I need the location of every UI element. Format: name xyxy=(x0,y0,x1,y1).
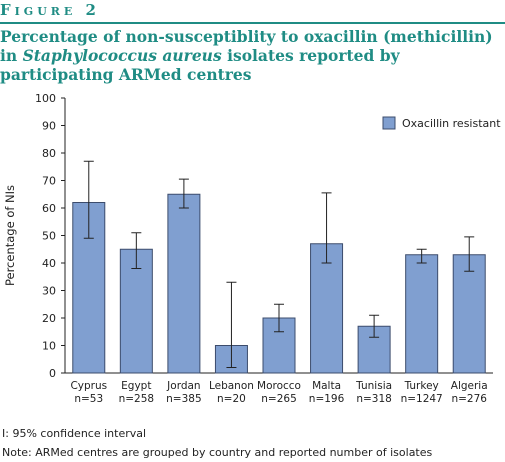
x-tick-label: Algeria xyxy=(451,380,488,392)
x-count-label: n=258 xyxy=(119,393,155,405)
x-tick-label: Egypt xyxy=(121,380,151,392)
x-count-label: n=276 xyxy=(451,393,487,405)
y-axis-title: Percentage of NIs xyxy=(3,185,17,286)
bar-turkey xyxy=(405,254,439,374)
x-count-label: n=385 xyxy=(166,393,202,405)
x-tick-label: Turkey xyxy=(404,380,439,392)
y-tick-label: 50 xyxy=(42,230,56,243)
y-tick-label: 80 xyxy=(42,147,56,160)
x-tick-label: Morocco xyxy=(257,380,301,392)
y-tick-label: 40 xyxy=(42,257,56,270)
x-count-label: n=20 xyxy=(217,393,246,405)
x-tick-label: Tunisia xyxy=(355,380,392,392)
bar-malta xyxy=(310,243,344,374)
figure-label: Figure 2 xyxy=(0,1,100,19)
title-part2: isolates reported by participating ARMed… xyxy=(0,46,400,84)
y-tick-label: 30 xyxy=(42,285,56,298)
x-count-label: n=318 xyxy=(356,393,392,405)
y-tick-label: 70 xyxy=(42,175,56,188)
title-species: Staphylococcus aureus xyxy=(22,46,222,65)
x-tick-label: Jordan xyxy=(166,380,200,392)
bar-jordan xyxy=(167,193,201,374)
legend-label: Oxacillin resistant xyxy=(402,117,501,130)
grouping-note: Note: ARMed centres are grouped by count… xyxy=(2,446,433,459)
y-tick-label: 0 xyxy=(49,367,56,380)
x-tick-label: Malta xyxy=(312,380,341,392)
x-count-label: n=1247 xyxy=(401,393,443,405)
x-count-label: n=53 xyxy=(74,393,103,405)
title-part1: Percentage of non-susceptiblity to oxaci… xyxy=(0,27,493,65)
bar-egypt xyxy=(119,248,153,374)
y-tick-label: 100 xyxy=(35,92,56,105)
x-count-label: n=196 xyxy=(309,393,345,405)
y-tick-label: 10 xyxy=(42,340,56,353)
y-tick-label: 90 xyxy=(42,120,56,133)
y-tick-label: 20 xyxy=(42,312,56,325)
legend-swatch xyxy=(382,116,396,130)
y-tick-label: 60 xyxy=(42,202,56,215)
chart-title: Percentage of non-susceptiblity to oxaci… xyxy=(0,27,500,84)
x-tick-label: Cyprus xyxy=(70,380,107,392)
bar-algeria xyxy=(452,254,486,374)
x-count-label: n=265 xyxy=(261,393,297,405)
x-tick-label: Lebanon xyxy=(209,380,254,392)
ci-note: I: 95% confidence interval xyxy=(2,427,147,440)
header-rule xyxy=(0,22,505,24)
bar-chart: 0 10 20 30 40 50 60 70 80 90 100 Percentage of NIs C… xyxy=(3,92,501,405)
